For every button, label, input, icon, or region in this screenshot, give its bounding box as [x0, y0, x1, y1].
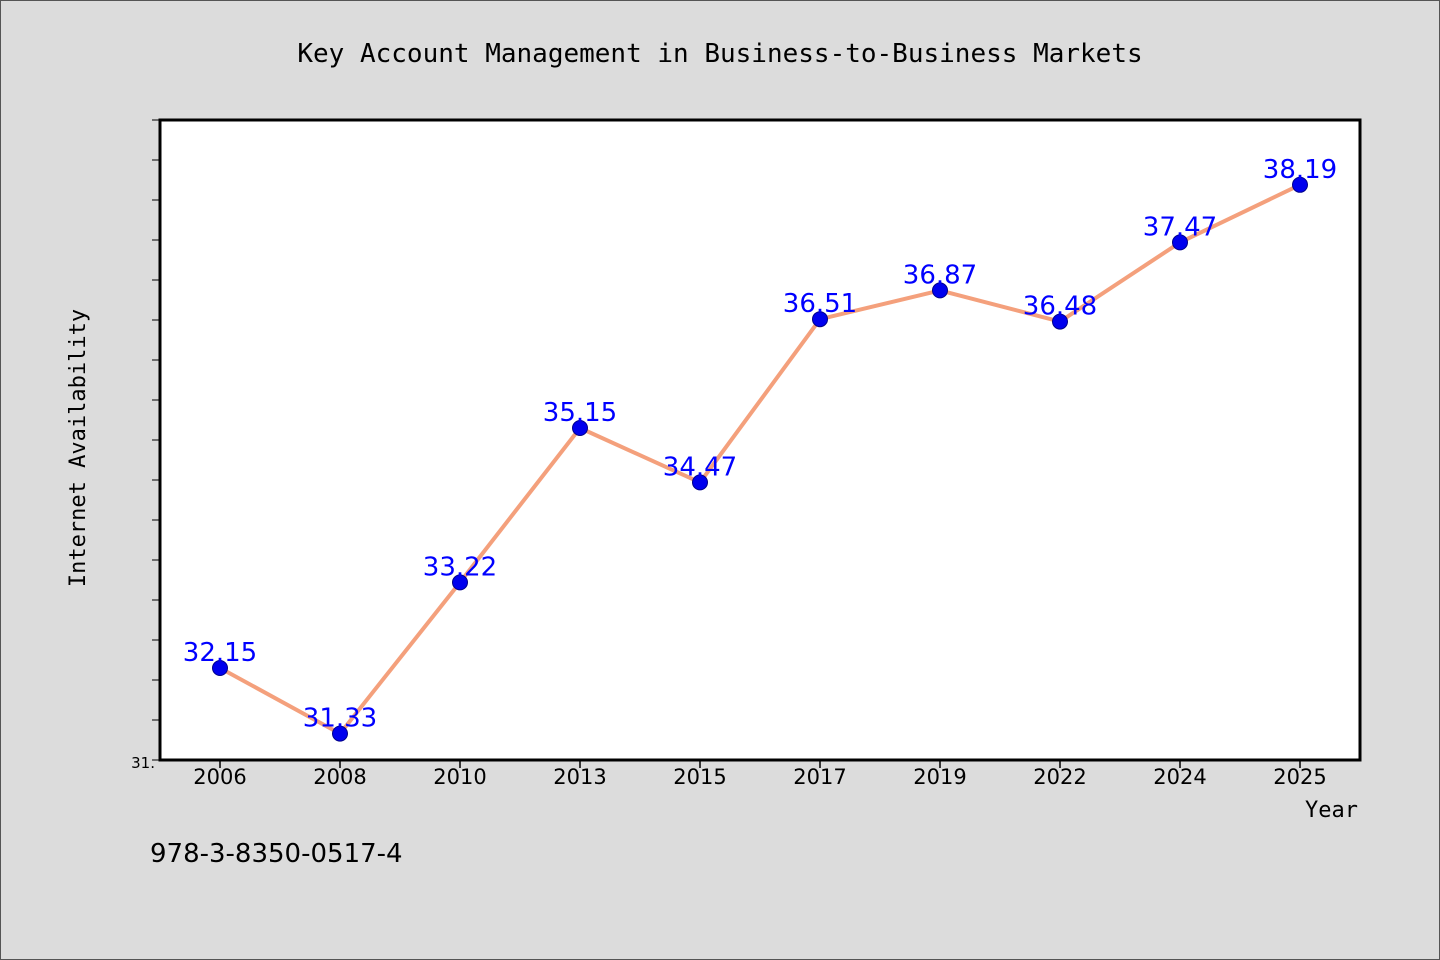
- data-label: 32.15: [183, 638, 257, 668]
- series-points-group: [212, 176, 1308, 742]
- x-tick-label: 2017: [793, 765, 846, 789]
- x-tick-label: 2013: [553, 765, 606, 789]
- x-tick-label: 2024: [1153, 765, 1206, 789]
- data-label: 35.15: [543, 398, 617, 428]
- data-point: [692, 474, 708, 491]
- isbn-footer: 978-3-8350-0517-4: [150, 839, 403, 869]
- x-tick-label: 2006: [193, 765, 246, 789]
- x-tick-label: 2022: [1033, 765, 1086, 789]
- y-axis-label: Internet Availability: [66, 309, 91, 587]
- data-point: [1172, 234, 1188, 251]
- data-label: 34.47: [663, 452, 737, 482]
- x-tick-label: 2019: [913, 765, 966, 789]
- y-axis-ticks: [152, 119, 160, 761]
- data-label: 33.22: [423, 552, 497, 582]
- chart-title: Key Account Management in Business-to-Bu…: [297, 39, 1142, 69]
- data-point: [932, 282, 948, 299]
- x-tick-label: 2015: [673, 765, 726, 789]
- data-label: 36.87: [903, 260, 977, 290]
- x-tick-label: 2008: [313, 765, 366, 789]
- data-label: 38.19: [1263, 155, 1337, 185]
- data-point: [452, 574, 468, 591]
- data-point: [1292, 176, 1308, 193]
- data-label: 37.47: [1143, 212, 1217, 242]
- x-axis-label: Year: [1305, 798, 1358, 823]
- data-label: 36.48: [1023, 292, 1097, 322]
- y-tick-label: 31.: [131, 754, 155, 772]
- data-labels-group: 32.15 31.33 33.22 35.15 34.47 36.51 36.87 36.48…: [183, 155, 1337, 734]
- data-point: [812, 311, 828, 328]
- series-line-group: [219, 182, 1301, 736]
- data-point: [1052, 313, 1068, 330]
- data-point: [572, 420, 588, 436]
- data-label: 31.33: [303, 704, 377, 734]
- series-line: [219, 182, 1301, 736]
- x-tick-label: 2010: [433, 765, 486, 789]
- x-tick-label: 2025: [1273, 765, 1326, 789]
- data-point: [332, 725, 348, 742]
- data-label: 36.51: [783, 289, 857, 319]
- plot-area: [158, 118, 1362, 762]
- x-axis-ticks: 2006 2008 2010 2013 2015 2017 2019 2022 2024 2025: [193, 760, 1327, 789]
- data-point: [212, 660, 228, 676]
